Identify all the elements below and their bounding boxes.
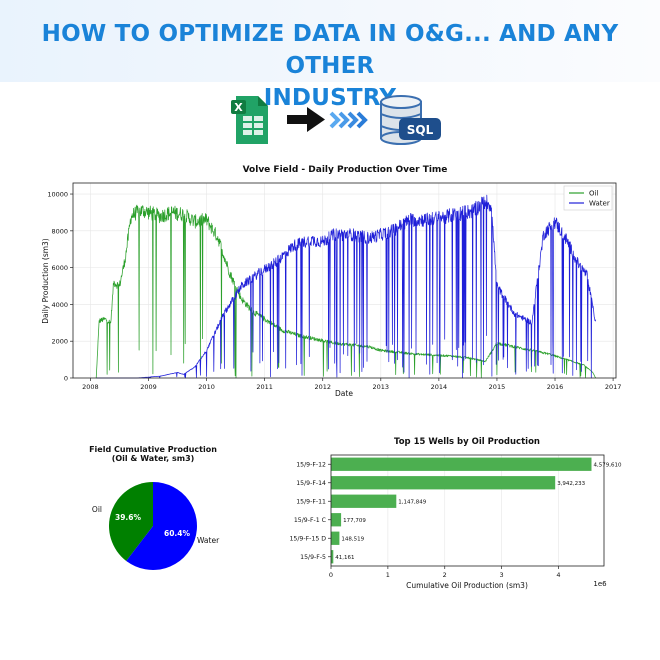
daily-production-chart: Volve Field - Daily Production Over Time… [41,165,621,398]
pie-oil-label: Oil [92,505,102,514]
chart-title: Volve Field - Daily Production Over Time [243,165,448,175]
bar-category-label: 15/9-F-1 C [294,517,326,524]
pie-water-percent: 60.4% [164,529,191,538]
y-tick-label: 10000 [47,191,68,199]
sql-database-icon: SQL [380,95,441,145]
y-axis-ticks: 0 2000 4000 6000 8000 10000 [47,191,73,383]
bar-value-label: 4,579,610 [594,462,622,468]
x-tick-label: 2009 [140,383,157,391]
bar-plot-frame [330,454,605,567]
bar-value-label: 1,147,849 [398,499,426,505]
bar-x-axis-ticks: 0 1 2 3 4 [329,566,561,579]
x-axis-label: Date [335,389,353,398]
bar-value-label: 177,709 [343,518,366,524]
x-tick-label: 2014 [431,383,448,391]
bar-value-label: 41,161 [335,555,354,561]
right-arrow-icon [287,107,325,132]
bar-1 [331,476,556,490]
x-tick-label: 2011 [256,383,273,391]
x-tick-label: 2015 [489,383,506,391]
x-tick-label: 2012 [314,383,331,391]
chart-legend: Oil Water [563,185,613,211]
y-tick-label: 8000 [51,227,68,235]
x-tick-label: 2013 [373,383,390,391]
pie-slice-water [126,482,197,570]
excel-icon: X [231,96,268,144]
bar-category-label: 15/9-F-11 [296,499,326,506]
plot-area-frame [72,182,617,379]
x-axis-ticks: 2008 2009 2010 2011 2012 2013 2014 2015 2016 2017 [82,378,621,391]
bar-category-label: 15/9-F-14 [296,480,326,487]
bar-x-tick-label: 3 [500,571,504,579]
y-tick-label: 6000 [51,264,68,272]
pie-slice-oil [108,482,153,561]
bar-category-label: 15/9-F-12 [296,462,326,469]
bar-x-tick-label: 1 [386,571,390,579]
cumulative-production-pie: Field Cumulative Production (Oil & Water… [89,445,220,570]
header-banner [0,0,660,82]
page-title: HOW TO OPTIMIZE DATA IN O&G... AND ANY O… [0,18,660,114]
bar-x-tick-label: 0 [329,571,333,579]
bar-chart-bars: 4,579,610 3,942,233 1,147,849 177,709 148,51… [331,457,622,564]
y-tick-label: 2000 [51,338,68,346]
bar-3 [331,513,342,527]
x-tick-label: 2008 [82,383,99,391]
pie-slices [108,482,197,570]
bar-value-label: 148,519 [341,536,364,542]
bar-x-tick-label: 4 [556,571,560,579]
bar-5 [331,550,334,564]
pie-oil-percent: 39.6% [115,513,142,522]
pipeline-icons: X SQL [231,95,441,145]
pie-title-line-2: (Oil & Water, sm3) [112,454,195,463]
page-title-line-2: INDUSTRY [263,85,397,111]
x-tick-label: 2016 [547,383,564,391]
bar-2 [331,494,397,508]
page-title-line-1: HOW TO OPTIMIZE DATA IN O&G... AND ANY O… [41,21,619,79]
sql-label: SQL [407,123,434,137]
legend-box [563,185,613,211]
x-tick-label: 2010 [198,383,215,391]
y-axis-label: Daily Production (sm3) [41,238,50,324]
series-line-water [96,194,597,379]
triple-chevron-icon [329,111,368,129]
bar-chart-grid [330,455,559,566]
x-tick-label: 2017 [605,383,622,391]
excel-letter: X [234,101,243,114]
top-wells-bar-chart: Top 15 Wells by Oil Production 4,579,610… [289,437,622,590]
bar-category-label: 15/9-F-15 D [289,536,326,543]
y-tick-label: 0 [64,375,68,383]
series-line-oil [95,204,597,379]
bar-chart-title: Top 15 Wells by Oil Production [394,437,540,447]
pie-title-line-1: Field Cumulative Production [89,445,217,454]
y-tick-label: 4000 [51,301,68,309]
pie-water-label: Water [197,536,220,545]
bar-0 [331,457,592,471]
legend-oil-label: Oil [589,190,598,198]
bar-category-label: 15/9-F-5 [300,554,326,561]
chart-series [95,194,597,379]
legend-water-label: Water [589,200,610,208]
bar-x-tick-label: 2 [443,571,447,579]
bar-category-labels: 15/9-F-12 15/9-F-14 15/9-F-11 15/9-F-1 C 15/… [289,462,331,561]
bar-4 [331,531,340,545]
bar-value-label: 3,942,233 [557,481,585,487]
bar-x-scale-label: 1e6 [593,580,607,588]
bar-x-axis-label: Cumulative Oil Production (sm3) [406,581,528,590]
